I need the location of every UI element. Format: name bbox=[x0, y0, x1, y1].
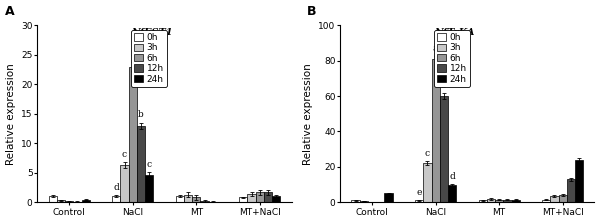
Bar bbox=[264, 192, 272, 202]
Text: a: a bbox=[433, 44, 439, 53]
Bar bbox=[247, 194, 256, 202]
Bar bbox=[575, 160, 583, 202]
Legend: 0h, 3h, 6h, 12h, 24h: 0h, 3h, 6h, 12h, 24h bbox=[434, 30, 470, 87]
Bar bbox=[256, 192, 264, 202]
Text: b: b bbox=[441, 81, 447, 90]
Bar bbox=[440, 96, 448, 202]
Bar bbox=[145, 175, 154, 202]
Text: NfEST1: NfEST1 bbox=[131, 28, 173, 37]
Bar bbox=[423, 163, 431, 202]
Bar bbox=[487, 199, 495, 202]
Bar bbox=[57, 200, 65, 202]
Bar bbox=[360, 201, 368, 202]
Legend: 0h, 3h, 6h, 12h, 24h: 0h, 3h, 6h, 12h, 24h bbox=[131, 30, 167, 87]
Bar bbox=[272, 196, 280, 202]
Bar bbox=[448, 185, 456, 202]
Text: NfTrKA: NfTrKA bbox=[434, 28, 475, 37]
Bar bbox=[82, 200, 90, 202]
Bar bbox=[121, 165, 128, 202]
Bar bbox=[431, 59, 440, 202]
Bar bbox=[112, 196, 121, 202]
Bar bbox=[385, 193, 393, 202]
Bar bbox=[415, 200, 423, 202]
Text: e: e bbox=[416, 188, 422, 197]
Text: B: B bbox=[307, 5, 317, 18]
Text: d: d bbox=[449, 172, 455, 181]
Text: c: c bbox=[425, 149, 430, 158]
Bar bbox=[176, 196, 184, 202]
Bar bbox=[495, 200, 503, 202]
Text: A: A bbox=[4, 5, 14, 18]
Bar bbox=[128, 67, 137, 202]
Bar bbox=[512, 200, 520, 202]
Y-axis label: Relative expression: Relative expression bbox=[5, 63, 16, 165]
Bar bbox=[239, 198, 247, 202]
Bar bbox=[542, 200, 550, 202]
Bar bbox=[184, 194, 192, 202]
Text: c: c bbox=[122, 150, 127, 159]
Text: c: c bbox=[147, 160, 152, 169]
Bar bbox=[137, 126, 145, 202]
Bar bbox=[503, 200, 512, 202]
Bar bbox=[192, 198, 200, 202]
Bar bbox=[479, 200, 487, 202]
Bar bbox=[49, 196, 57, 202]
Text: d: d bbox=[113, 183, 119, 192]
Text: a: a bbox=[130, 50, 136, 59]
Bar bbox=[550, 196, 559, 202]
Bar bbox=[65, 201, 73, 202]
Text: b: b bbox=[138, 110, 144, 120]
Bar bbox=[559, 195, 567, 202]
Bar bbox=[352, 200, 360, 202]
Bar bbox=[567, 179, 575, 202]
Y-axis label: Relative expression: Relative expression bbox=[302, 63, 313, 165]
Bar bbox=[200, 201, 209, 202]
